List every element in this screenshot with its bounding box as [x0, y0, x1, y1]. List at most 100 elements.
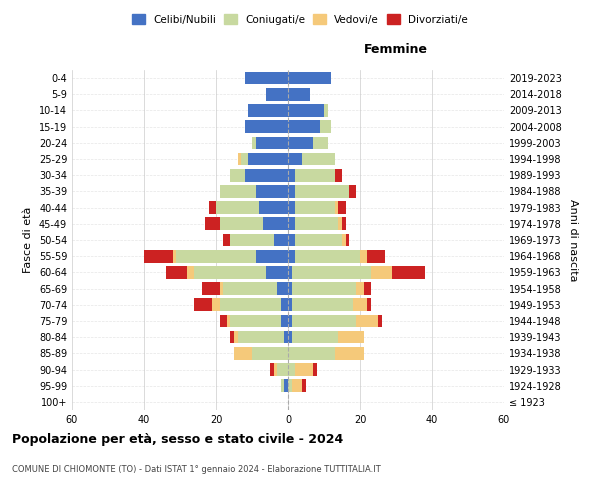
Bar — [288, 185, 295, 198]
Bar — [281, 314, 288, 328]
Bar — [295, 363, 313, 376]
Bar — [220, 185, 256, 198]
Bar — [252, 347, 288, 360]
Bar — [230, 331, 234, 344]
Bar — [295, 218, 338, 230]
Bar — [256, 136, 288, 149]
Bar — [292, 282, 356, 295]
Bar — [288, 104, 324, 117]
Bar — [173, 250, 176, 262]
Bar — [248, 152, 288, 166]
Bar — [288, 152, 302, 166]
Bar — [346, 234, 349, 246]
Bar — [187, 266, 194, 278]
Bar — [288, 218, 295, 230]
Bar — [392, 266, 425, 278]
Bar — [238, 331, 284, 344]
Bar — [313, 363, 317, 376]
Bar — [292, 298, 353, 311]
Bar — [194, 298, 212, 311]
Bar — [295, 185, 349, 198]
Bar — [288, 169, 295, 181]
Bar — [281, 380, 284, 392]
Bar — [378, 314, 382, 328]
Bar — [360, 250, 367, 262]
Bar — [356, 282, 364, 295]
Bar — [216, 202, 259, 214]
Bar — [248, 104, 288, 117]
Bar — [277, 363, 288, 376]
Bar — [270, 363, 274, 376]
Bar — [320, 120, 331, 133]
Bar — [245, 120, 288, 133]
Bar — [302, 152, 335, 166]
Bar — [281, 298, 288, 311]
Bar — [144, 250, 173, 262]
Bar — [256, 185, 288, 198]
Bar — [288, 282, 292, 295]
Bar — [288, 314, 292, 328]
Bar — [234, 347, 252, 360]
Bar — [288, 234, 295, 246]
Bar — [313, 136, 328, 149]
Bar — [259, 202, 288, 214]
Bar — [288, 120, 320, 133]
Bar — [356, 314, 378, 328]
Bar — [230, 169, 245, 181]
Bar — [288, 250, 295, 262]
Bar — [223, 234, 230, 246]
Bar — [166, 266, 187, 278]
Bar — [288, 136, 313, 149]
Bar — [202, 282, 220, 295]
Text: Popolazione per età, sesso e stato civile - 2024: Popolazione per età, sesso e stato civil… — [12, 432, 343, 446]
Bar — [335, 169, 342, 181]
Bar — [245, 72, 288, 85]
Bar — [223, 282, 277, 295]
Bar — [209, 202, 216, 214]
Bar — [295, 169, 335, 181]
Bar — [288, 380, 292, 392]
Text: Femmine: Femmine — [364, 44, 428, 57]
Bar — [349, 185, 356, 198]
Bar — [288, 72, 331, 85]
Bar — [263, 218, 288, 230]
Y-axis label: Fasce di età: Fasce di età — [23, 207, 33, 273]
Bar — [256, 250, 288, 262]
Bar — [266, 88, 288, 101]
Bar — [292, 314, 356, 328]
Bar — [295, 250, 360, 262]
Bar — [371, 266, 392, 278]
Bar — [245, 169, 288, 181]
Bar — [288, 88, 310, 101]
Bar — [288, 266, 292, 278]
Bar — [277, 282, 288, 295]
Bar — [252, 136, 256, 149]
Bar — [274, 234, 288, 246]
Bar — [288, 347, 335, 360]
Bar — [338, 331, 364, 344]
Bar — [324, 104, 328, 117]
Bar — [338, 218, 342, 230]
Bar — [220, 314, 227, 328]
Bar — [288, 363, 295, 376]
Bar — [220, 298, 281, 311]
Bar — [205, 218, 220, 230]
Bar — [335, 347, 364, 360]
Bar — [266, 266, 288, 278]
Bar — [302, 380, 306, 392]
Bar — [292, 331, 338, 344]
Bar — [288, 202, 295, 214]
Bar — [288, 298, 292, 311]
Bar — [176, 250, 256, 262]
Bar — [295, 202, 335, 214]
Bar — [338, 202, 346, 214]
Bar — [230, 314, 281, 328]
Bar — [194, 266, 266, 278]
Bar — [227, 314, 230, 328]
Bar — [238, 152, 241, 166]
Bar — [335, 202, 338, 214]
Bar — [230, 234, 274, 246]
Text: COMUNE DI CHIOMONTE (TO) - Dati ISTAT 1° gennaio 2024 - Elaborazione TUTTITALIA.: COMUNE DI CHIOMONTE (TO) - Dati ISTAT 1°… — [12, 465, 381, 474]
Bar — [342, 218, 346, 230]
Bar — [292, 380, 302, 392]
